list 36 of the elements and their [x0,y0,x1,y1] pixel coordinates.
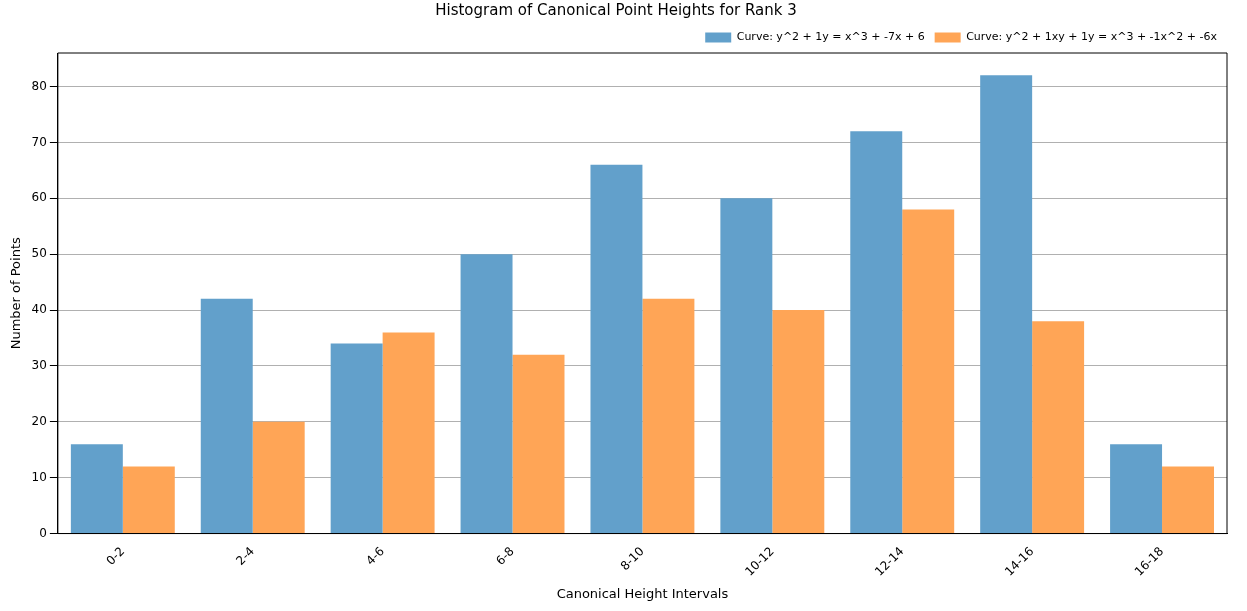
y-tick-label: 30 [31,358,47,373]
bar [252,421,305,534]
bar [980,75,1033,534]
y-tick-label: 60 [31,190,47,205]
bar [772,310,825,534]
x-tick-label: 6-8 [493,544,517,568]
bar [850,131,903,534]
bar [720,198,773,534]
x-tick-label: 4-6 [363,544,387,568]
chart-title: Histogram of Canonical Point Heights for Rank 3 [435,0,797,19]
bar [382,332,435,534]
bar [512,354,565,534]
y-tick-label: 70 [31,134,47,149]
y-tick-label: 50 [31,246,47,261]
bar [642,298,695,534]
bar [200,298,253,534]
bar [460,254,513,534]
bar [1032,321,1085,534]
legend-label: Curve: y^2 + 1y = x^3 + -7x + 6 [736,30,925,44]
y-axis-title: Number of Points [8,237,24,350]
bar [70,444,123,534]
bar [1110,444,1163,534]
bar [330,343,383,534]
bar [122,466,175,534]
y-tick-label: 40 [31,302,47,317]
y-tick-label: 20 [31,413,47,428]
x-tick-label: 2-4 [233,544,258,568]
bar [590,164,643,534]
y-tick-label: 80 [31,78,47,93]
legend-label: Curve: y^2 + 1xy + 1y = x^3 + -1x^2 + -6x [966,30,1218,44]
y-tick-label: 10 [31,469,47,484]
bar [1162,466,1215,534]
x-tick-label: 0-2 [103,544,128,568]
y-tick-label: 0 [39,525,47,540]
bar [902,209,955,534]
x-axis-title: Canonical Height Intervals [556,585,729,601]
